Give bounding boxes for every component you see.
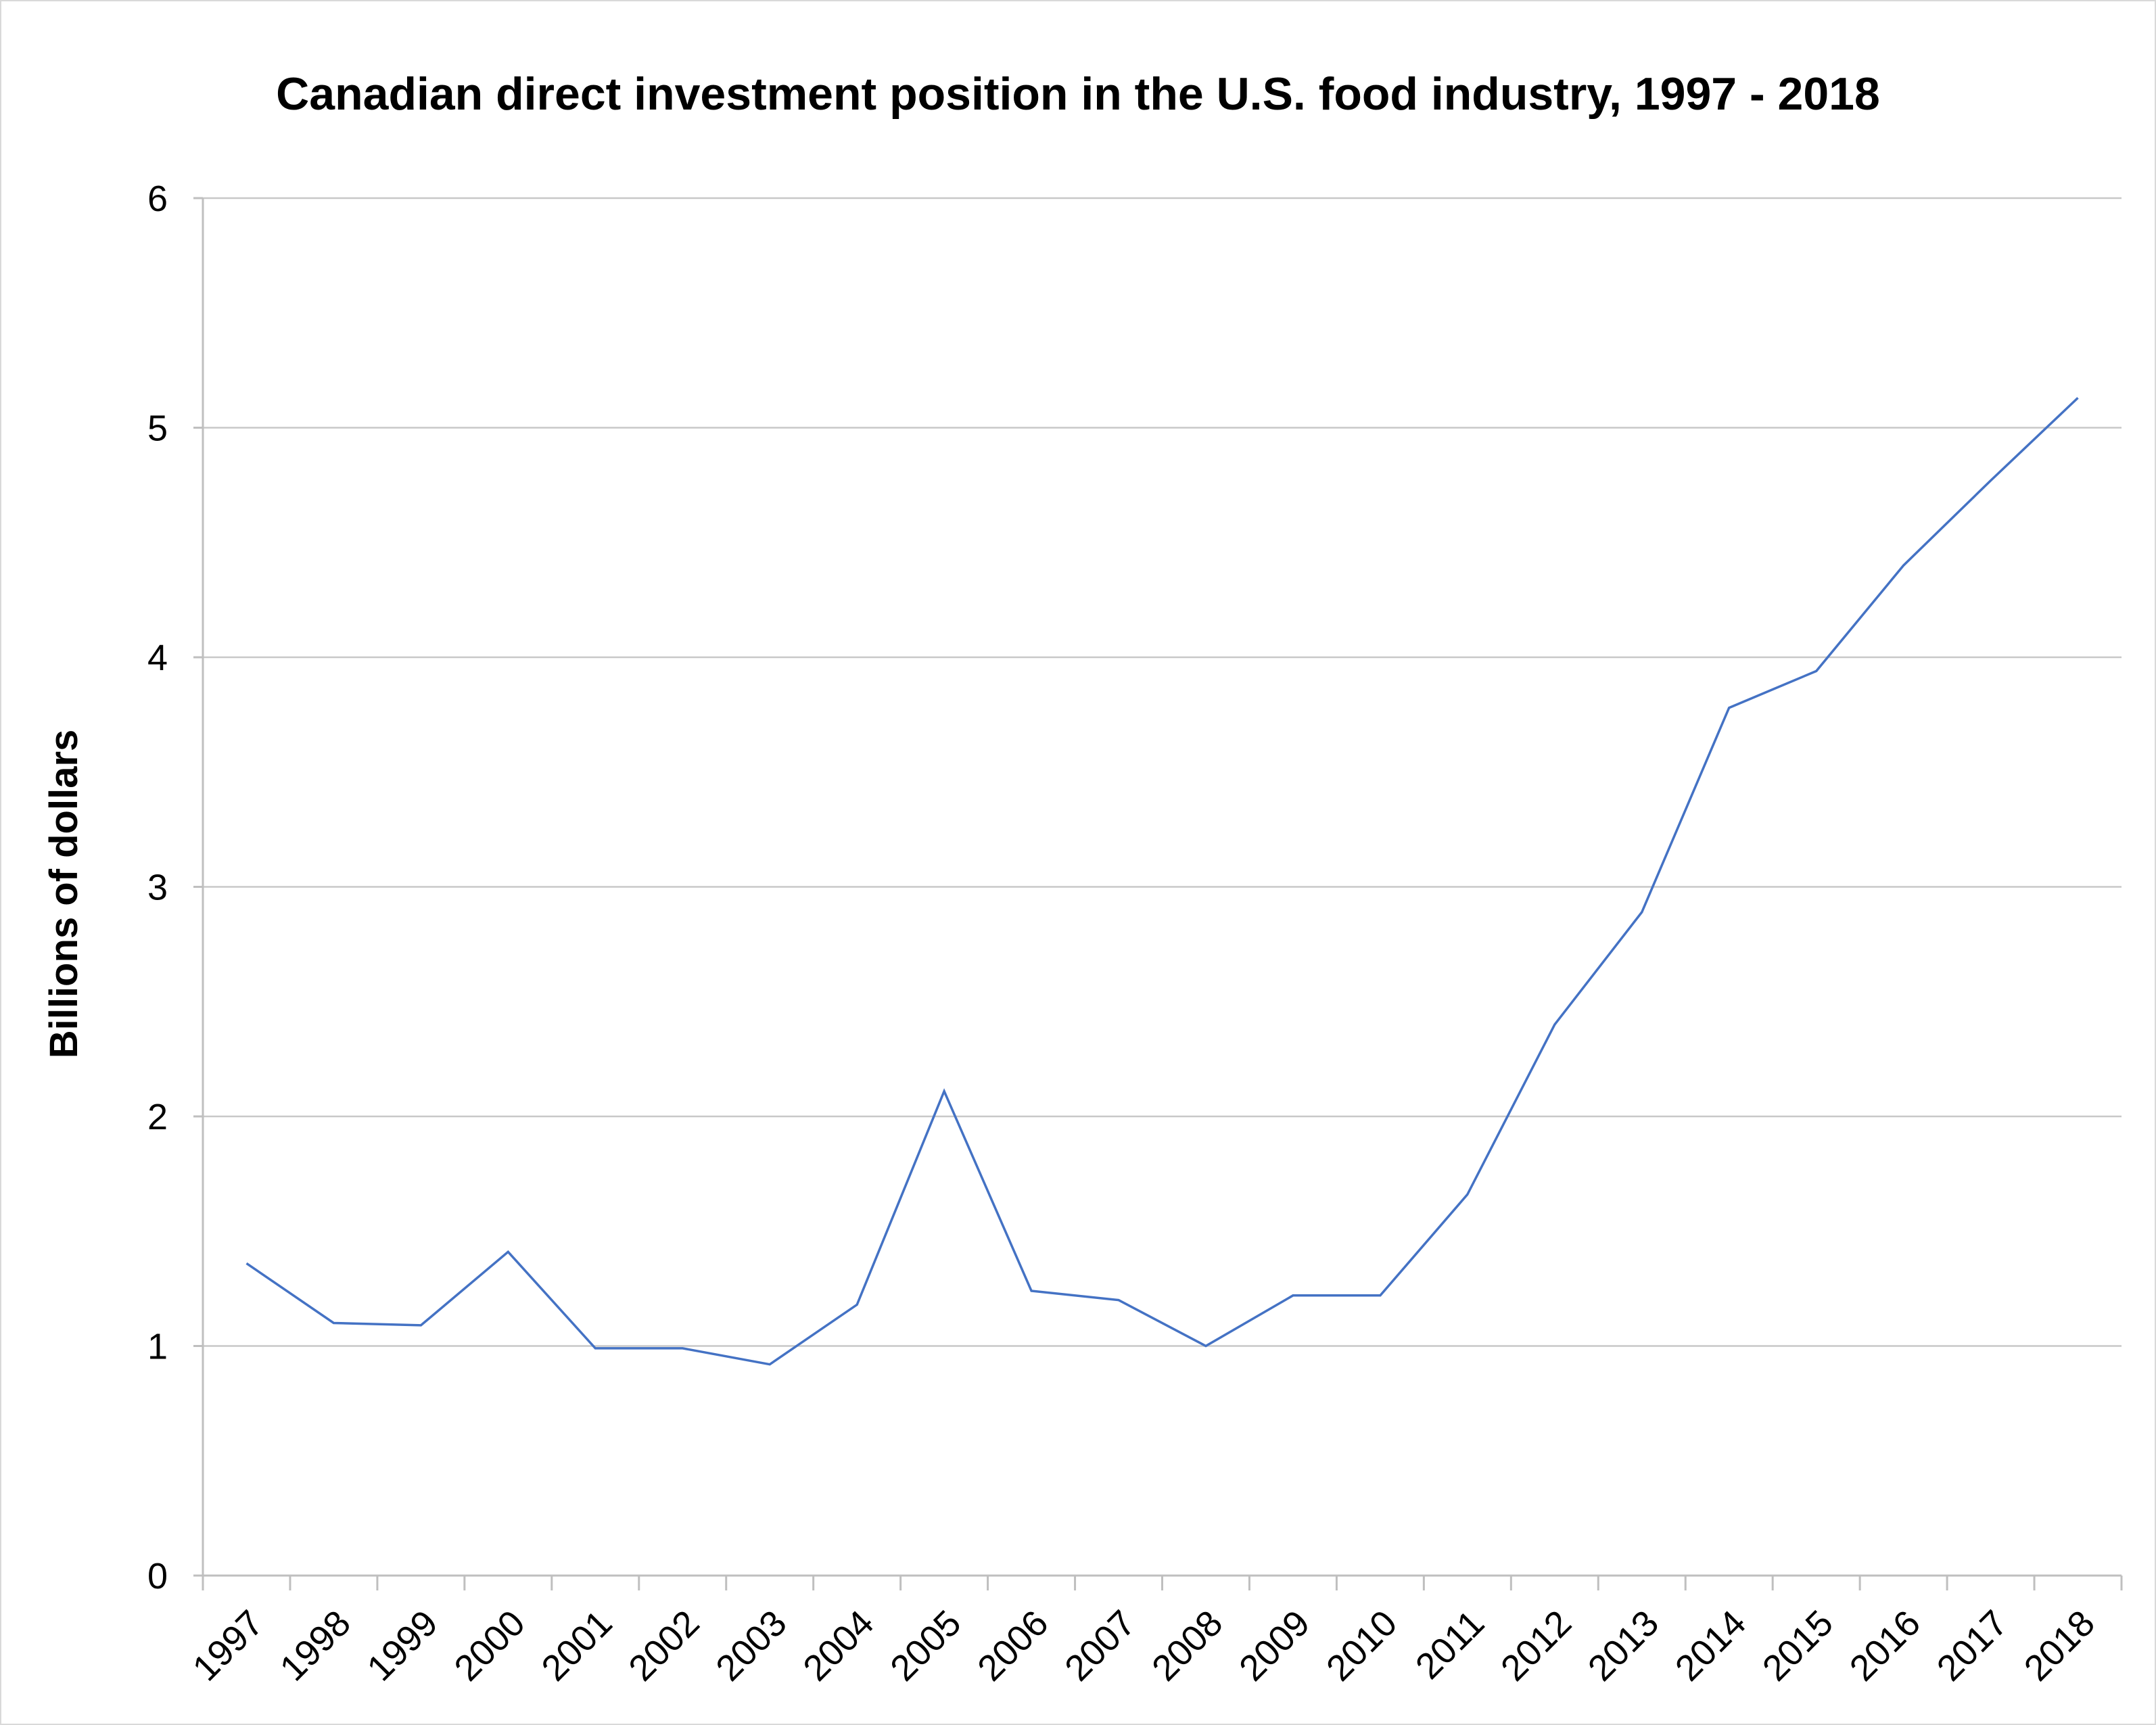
x-tick-label: 2005 xyxy=(883,1603,968,1688)
x-tick-label: 1998 xyxy=(273,1603,358,1688)
x-tick-label: 2018 xyxy=(2017,1603,2103,1688)
chart-title: Canadian direct investment position in t… xyxy=(276,68,1880,120)
x-tick-label: 2015 xyxy=(1755,1603,1841,1688)
gridlines xyxy=(203,197,2122,1347)
x-tick-label: 2002 xyxy=(621,1603,707,1688)
y-tick-label: 2 xyxy=(147,1097,168,1137)
x-tick-label: 2012 xyxy=(1493,1603,1579,1688)
x-tick-label: 2009 xyxy=(1232,1603,1317,1688)
y-tick-label: 4 xyxy=(147,638,168,678)
x-tick-label: 1997 xyxy=(185,1603,271,1688)
x-tick-label: 2008 xyxy=(1144,1603,1230,1688)
x-tick-label: 2004 xyxy=(795,1603,881,1688)
x-tick-label: 1999 xyxy=(359,1603,445,1688)
y-tick-label: 6 xyxy=(147,179,168,219)
x-tick-label: 2010 xyxy=(1319,1603,1405,1688)
x-tick-label: 2000 xyxy=(446,1603,532,1688)
x-tick-label: 2016 xyxy=(1842,1603,1928,1688)
series-line-0 xyxy=(245,397,2079,1366)
x-tick-label: 2001 xyxy=(534,1603,619,1688)
y-tick-label: 3 xyxy=(147,868,168,908)
y-axis-label: Billions of dollars xyxy=(42,730,86,1059)
x-tick-label: 2003 xyxy=(708,1603,794,1688)
y-tick-label: 0 xyxy=(147,1556,168,1597)
x-tick-label: 2011 xyxy=(1408,1603,1493,1687)
x-tick-label: 2014 xyxy=(1668,1603,1754,1688)
y-tick-label: 1 xyxy=(147,1327,168,1367)
x-tick-label: 2013 xyxy=(1580,1603,1666,1688)
x-tick-label: 2017 xyxy=(1929,1603,2015,1688)
axes xyxy=(193,197,2123,1590)
y-tick-label: 5 xyxy=(147,408,168,449)
series-layer xyxy=(245,397,2079,1366)
x-tick-label: 2007 xyxy=(1057,1603,1143,1688)
x-tick-label: 2006 xyxy=(970,1603,1056,1688)
